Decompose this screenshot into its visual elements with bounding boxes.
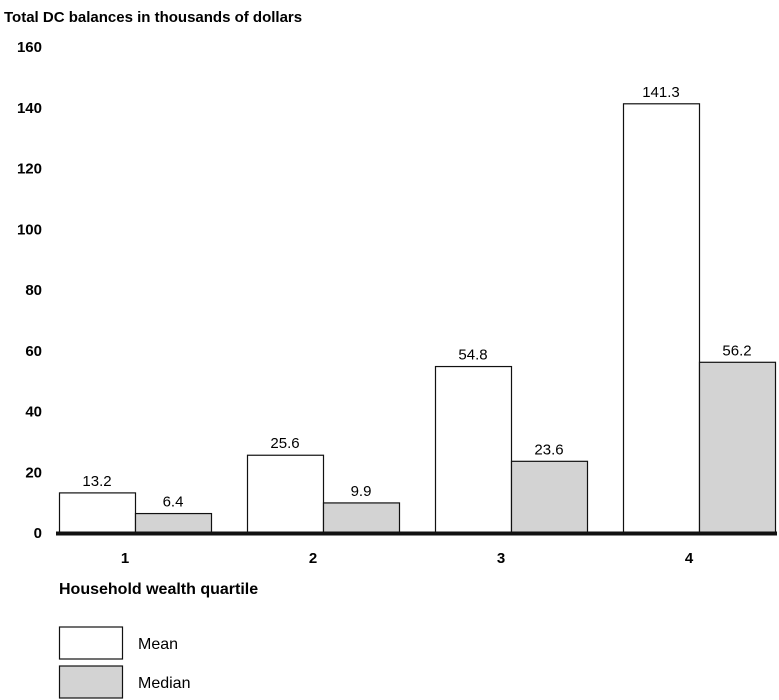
- y-tick-label: 100: [17, 221, 42, 238]
- legend-swatch-mean: [58, 626, 124, 660]
- y-tick-label: 140: [17, 100, 42, 117]
- bar-series: 13.2 6.4 25.6 9.9 54.8 23.6 141.3 56.2: [58, 84, 777, 534]
- legend-swatch-median: [58, 665, 124, 699]
- bar-median-4: [698, 361, 777, 534]
- x-tick-label: 2: [309, 550, 317, 567]
- data-label-median-1: 6.4: [163, 494, 184, 511]
- y-tick-label: 20: [25, 464, 42, 481]
- x-tick-label: 3: [497, 550, 505, 567]
- data-label-median-3: 23.6: [534, 441, 563, 458]
- bar-median-2: [322, 502, 401, 534]
- data-label-mean-2: 25.6: [270, 435, 299, 452]
- y-tick-label: 80: [25, 282, 42, 299]
- bar-median-3: [510, 460, 589, 534]
- bar-median-1: [134, 512, 213, 534]
- bar-mean-1: [58, 492, 137, 534]
- data-label-mean-1: 13.2: [82, 473, 111, 490]
- bar-mean-3: [434, 365, 513, 534]
- x-axis-ticks: 1 2 3 4: [121, 550, 694, 567]
- y-tick-label: 120: [17, 161, 42, 178]
- x-axis-line: [56, 531, 777, 536]
- y-axis-ticks: 0 20 40 60 80 100 120 140 160: [17, 39, 42, 542]
- y-tick-label: 40: [25, 404, 42, 421]
- bar-mean-4: [622, 103, 701, 534]
- legend-label-mean: Mean: [138, 636, 178, 653]
- x-tick-label: 1: [121, 550, 129, 567]
- legend-label-median: Median: [138, 675, 190, 692]
- y-tick-label: 60: [25, 343, 42, 360]
- data-label-mean-3: 54.8: [458, 347, 487, 364]
- bar-mean-2: [246, 454, 325, 534]
- x-tick-label: 4: [685, 550, 694, 567]
- y-tick-label: 160: [17, 39, 42, 56]
- x-axis-label: Household wealth quartile: [59, 581, 258, 598]
- data-label-mean-4: 141.3: [642, 84, 680, 101]
- y-axis-label: Total DC balances in thousands of dollar…: [4, 9, 302, 26]
- legend: Mean Median: [58, 626, 190, 699]
- data-label-median-4: 56.2: [722, 342, 751, 359]
- y-tick-label: 0: [34, 525, 42, 542]
- data-label-median-2: 9.9: [351, 483, 372, 500]
